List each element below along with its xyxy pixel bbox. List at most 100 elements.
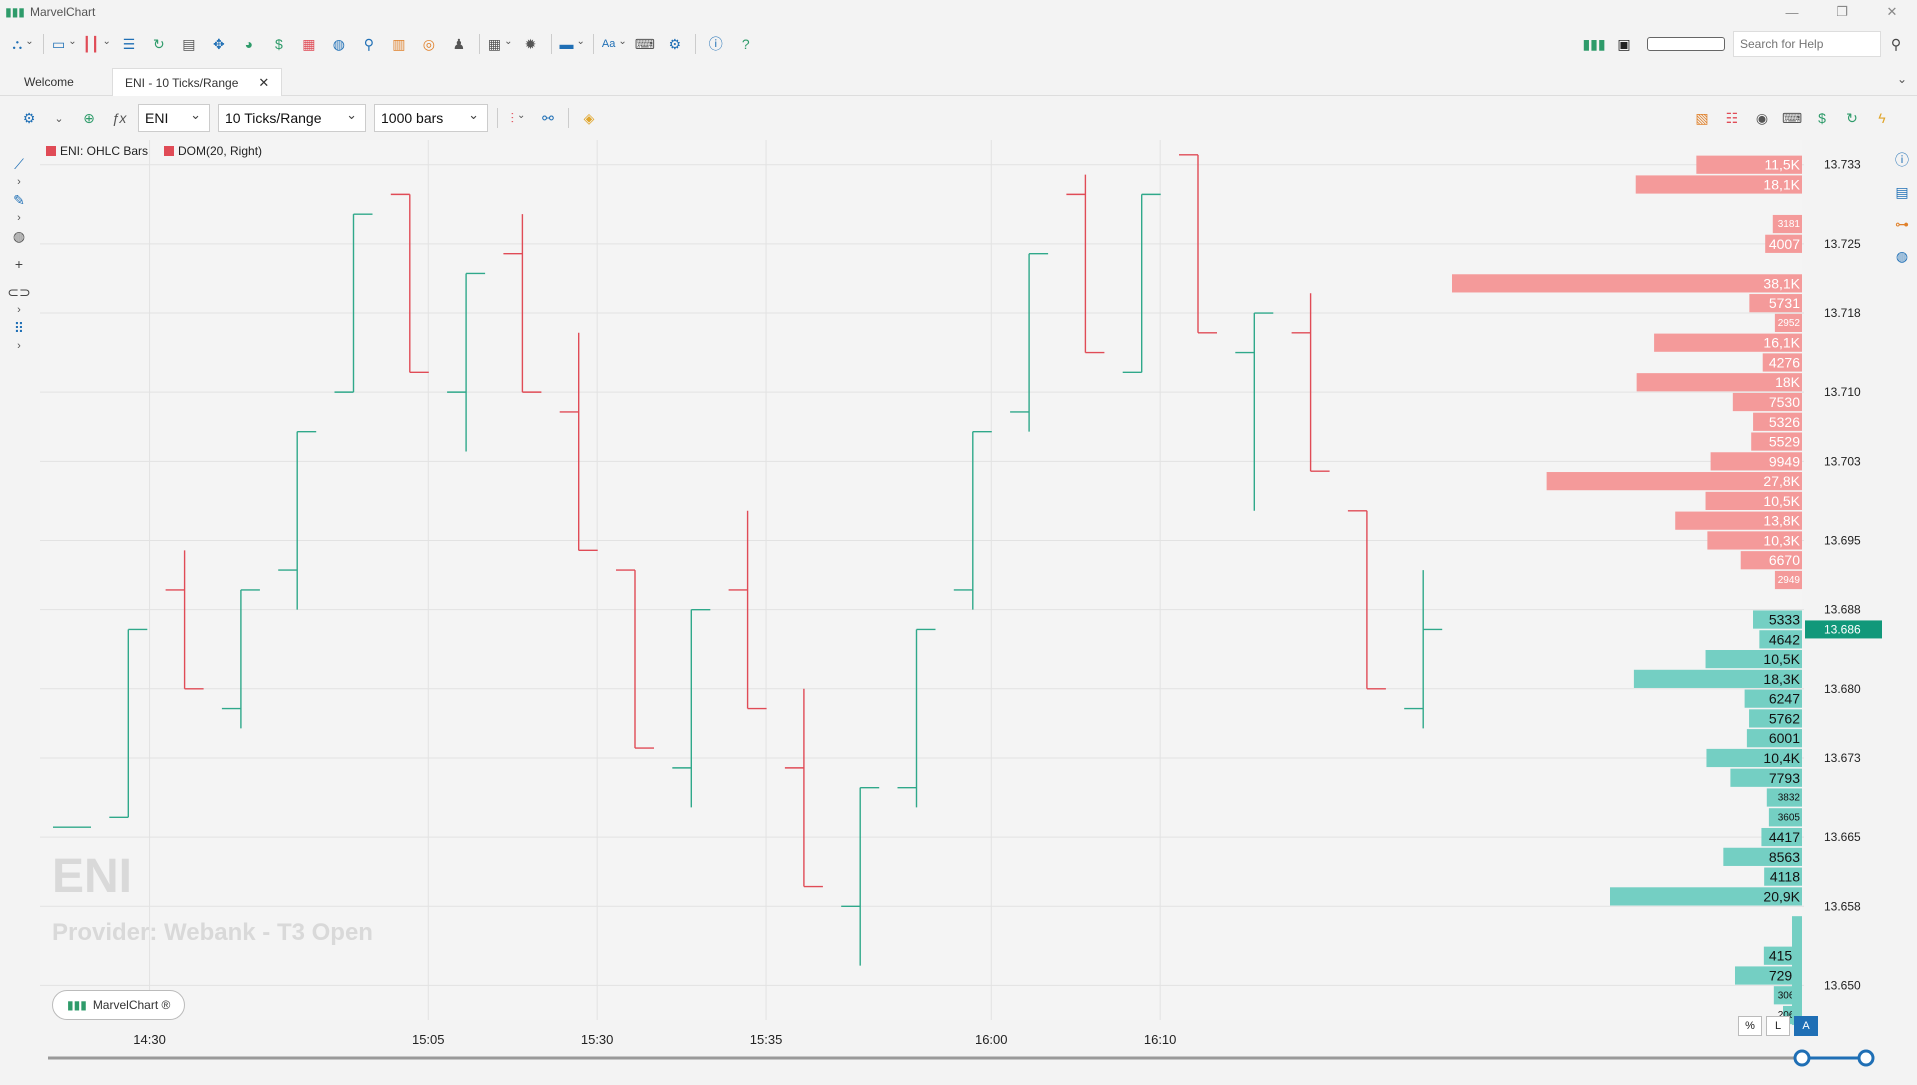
dom-bid-bar bbox=[1759, 630, 1802, 649]
tab-eni-chart[interactable]: ENI - 10 Ticks/Range ✕ bbox=[112, 68, 283, 96]
dom-icon[interactable]: ☷ bbox=[1725, 109, 1739, 126]
price-tick-label: 13.703 bbox=[1824, 454, 1861, 468]
lightning-icon[interactable]: ϟ bbox=[1878, 110, 1886, 126]
bars-chart-icon[interactable]: ┃┃ bbox=[83, 32, 111, 56]
keyboard-icon[interactable]: ⌨ bbox=[1781, 109, 1803, 126]
close-icon[interactable]: ✕ bbox=[258, 74, 270, 90]
link-icon[interactable]: ⊂⊃ bbox=[7, 283, 31, 300]
hierarchy-icon[interactable]: ⊶ bbox=[1895, 215, 1909, 232]
brand-badge[interactable]: ▮▮▮ MarvelChart ® bbox=[52, 990, 186, 1020]
tab-label: ENI - 10 Ticks/Range bbox=[125, 75, 239, 90]
dollar-icon[interactable]: $ bbox=[274, 36, 283, 52]
plot-background bbox=[40, 140, 1802, 1020]
market-depth-icon[interactable]: ☰ bbox=[122, 35, 136, 52]
chevron-down-icon[interactable]: ⌄ bbox=[1896, 72, 1907, 86]
legend-dom[interactable]: DOM(20, Right) bbox=[164, 144, 262, 158]
dom-bid-size: 4642 bbox=[1769, 631, 1800, 647]
chart-canvas[interactable]: ENI Provider: Webank - T3 Open 11,5K 18,1K 3… bbox=[40, 140, 1885, 1080]
user-icon[interactable]: ♟ bbox=[452, 35, 466, 52]
scrollbar-left-handle bbox=[1793, 1049, 1811, 1067]
connection-status-icon[interactable]: ▮▮▮ bbox=[1582, 35, 1606, 52]
calculator-icon[interactable]: ▦ bbox=[488, 32, 513, 56]
trendline-tool-icon[interactable]: ⟋ bbox=[14, 155, 24, 172]
dom-ask-bar bbox=[1772, 214, 1802, 234]
replay-icon[interactable]: ↻ bbox=[153, 35, 165, 52]
color-theme-icon[interactable]: ▬ bbox=[560, 32, 585, 56]
bug-icon[interactable]: ✹ bbox=[524, 35, 537, 52]
crosshair-icon[interactable]: + bbox=[14, 256, 24, 272]
chart-style-icon[interactable]: ⫶ bbox=[506, 106, 530, 130]
table-icon[interactable]: ▥ bbox=[392, 35, 406, 52]
dom-bid-bar bbox=[1744, 689, 1802, 708]
calendar-icon[interactable]: ▦ bbox=[302, 35, 316, 52]
price-tick-label: 13.688 bbox=[1824, 603, 1861, 617]
function-icon[interactable]: ƒx bbox=[111, 110, 127, 126]
auto-scale-button[interactable]: A bbox=[1794, 1016, 1818, 1036]
dom-ask-bar bbox=[1732, 392, 1802, 412]
title-bar: ▮▮▮ MarvelChart — ❐ ✕ bbox=[0, 0, 1917, 24]
search-people-icon[interactable]: ⚲ bbox=[363, 35, 374, 52]
globe-icon[interactable]: ◍ bbox=[1895, 247, 1909, 264]
dom-bid-size: 6001 bbox=[1769, 730, 1800, 746]
gear-icon[interactable]: ⚙ bbox=[22, 109, 36, 126]
help-search-input[interactable] bbox=[1733, 31, 1881, 57]
grid-apps-icon[interactable]: ⠿ bbox=[13, 319, 25, 336]
brand-label: MarvelChart ® bbox=[92, 998, 171, 1012]
dom-ask-bar bbox=[1762, 353, 1802, 372]
toolbar-divider bbox=[694, 34, 696, 54]
keyboard-icon[interactable]: ⌨ bbox=[634, 35, 655, 52]
tab-welcome[interactable]: Welcome bbox=[12, 68, 86, 96]
chevron-right-icon[interactable]: › bbox=[17, 340, 21, 352]
help-icon[interactable]: ? bbox=[741, 36, 750, 52]
info-icon[interactable]: ⓘ bbox=[1895, 152, 1909, 168]
interval-select[interactable]: 10 Ticks/Range bbox=[218, 104, 366, 132]
chevron-right-icon[interactable]: › bbox=[17, 212, 21, 224]
order-book-icon[interactable]: ▧ bbox=[1695, 109, 1709, 126]
bars-count-select[interactable]: 1000 bars bbox=[374, 104, 488, 132]
fingerprint-icon[interactable]: ◍ bbox=[12, 227, 26, 244]
workspace-icon[interactable]: ⛬ bbox=[11, 32, 35, 56]
dom-ask-size: 5731 bbox=[1769, 295, 1800, 311]
pencil-tool-icon[interactable]: ✎ bbox=[13, 191, 25, 208]
pie-chart-icon[interactable]: ◕ bbox=[244, 36, 254, 52]
monitor-icon[interactable]: ▭ bbox=[52, 32, 77, 56]
coins-icon[interactable]: ◎ bbox=[422, 35, 435, 52]
document-icon[interactable]: ▤ bbox=[182, 35, 196, 52]
layers-icon[interactable]: ◈ bbox=[583, 109, 595, 126]
crosshair-move-icon[interactable]: ✥ bbox=[213, 35, 225, 52]
dom-bid-bar bbox=[1705, 650, 1802, 669]
dom-bid-size: 3605 bbox=[1778, 812, 1801, 823]
gear-icon[interactable]: ⚙ bbox=[668, 35, 682, 52]
notes-icon[interactable]: ▤ bbox=[1895, 183, 1909, 200]
chevron-right-icon[interactable]: › bbox=[17, 304, 21, 316]
symbol-select[interactable]: ENI bbox=[138, 104, 210, 132]
legend-swatch bbox=[46, 146, 56, 156]
globe-icon[interactable]: ◍ bbox=[332, 35, 345, 52]
log-scale-button[interactable]: L bbox=[1766, 1016, 1790, 1036]
scale-mode-buttons: % L A bbox=[1734, 1016, 1818, 1036]
dollar-icon[interactable]: $ bbox=[1818, 110, 1826, 126]
dom-ask-size: 3181 bbox=[1778, 219, 1801, 230]
add-indicator-icon[interactable]: ⊕ bbox=[83, 109, 95, 126]
minimize-icon[interactable]: — bbox=[1785, 4, 1799, 20]
dom-ask-size: 4007 bbox=[1769, 236, 1800, 252]
close-icon[interactable]: ✕ bbox=[1886, 4, 1898, 19]
info-icon[interactable]: ⓘ bbox=[708, 36, 723, 52]
percent-scale-button[interactable]: % bbox=[1738, 1016, 1762, 1036]
dom-ask-size: 4276 bbox=[1769, 354, 1800, 370]
dom-bid-size: 4118 bbox=[1770, 869, 1800, 885]
chevron-down-icon[interactable]: ⌄ bbox=[54, 112, 64, 125]
chevron-right-icon[interactable]: › bbox=[17, 176, 21, 188]
search-icon[interactable]: ⚲ bbox=[1890, 35, 1902, 52]
alarm-icon[interactable]: ◉ bbox=[1755, 109, 1769, 126]
refresh-icon[interactable]: ↻ bbox=[1846, 109, 1858, 126]
price-tick-label: 13.673 bbox=[1824, 751, 1861, 765]
restore-icon[interactable]: ❐ bbox=[1836, 4, 1848, 19]
scrollbar-right-handle bbox=[1857, 1049, 1875, 1067]
font-size-icon[interactable]: Aa bbox=[602, 32, 627, 56]
legend-ohlc[interactable]: ENI: OHLC Bars bbox=[46, 144, 148, 158]
legend-label: ENI: OHLC Bars bbox=[60, 144, 149, 158]
chart-area[interactable]: ENI Provider: Webank - T3 Open 11,5K 18,1K 3… bbox=[40, 140, 1885, 1080]
drawing-settings-icon[interactable]: ⚯ bbox=[542, 109, 554, 126]
terminal-icon[interactable]: ▣ bbox=[1617, 35, 1631, 52]
